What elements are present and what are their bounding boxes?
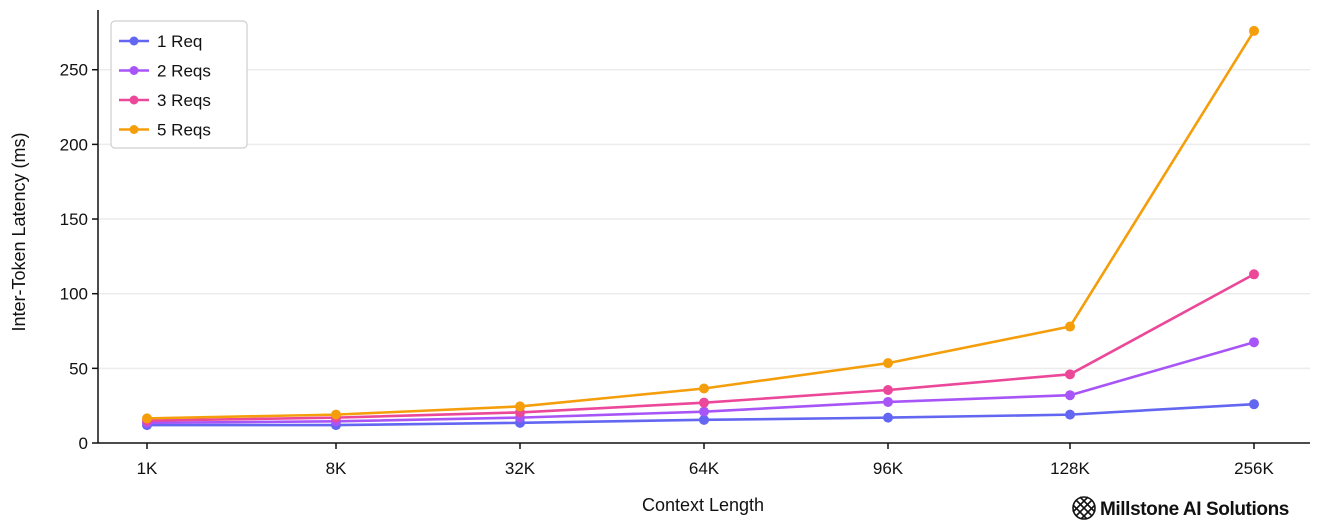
- data-point: [1065, 390, 1075, 401]
- legend-item: 2 Reqs: [119, 62, 211, 81]
- series-lines: [142, 25, 1259, 431]
- x-tick-labels: 1K 8K 32K 64K 96K 128K 256K: [137, 459, 1275, 478]
- y-tick-label: 0: [79, 434, 88, 453]
- legend-box: [110, 20, 248, 149]
- data-point: [331, 409, 341, 420]
- y-tick-label: 150: [60, 210, 88, 229]
- data-point: [1249, 269, 1259, 280]
- legend-label: 3 Reqs: [157, 91, 211, 110]
- legend-label: 1 Req: [157, 32, 202, 51]
- legend-swatch-marker: [129, 66, 139, 75]
- axes: [92, 10, 1310, 449]
- legend-item: 3 Reqs: [119, 91, 211, 110]
- data-point: [699, 414, 709, 425]
- data-point: [1249, 399, 1259, 410]
- legend-swatch-marker: [129, 95, 139, 105]
- x-tick-label: 128K: [1050, 459, 1090, 478]
- grid-lines: [98, 68, 1310, 370]
- data-point: [883, 384, 893, 395]
- data-point: [883, 396, 893, 407]
- brand-name: Millstone AI Solutions: [1100, 499, 1289, 520]
- y-tick-labels: 0 50 100 150 200 250: [60, 61, 88, 453]
- legend-item: 5 Reqs: [119, 121, 211, 140]
- y-tick-label: 50: [69, 359, 88, 378]
- x-tick-label: 8K: [326, 459, 347, 478]
- legend-swatch-marker: [129, 125, 139, 134]
- series-5-reqs: [142, 25, 1259, 424]
- sphere-logo-icon: [1072, 496, 1096, 520]
- series-line: [146, 30, 1256, 420]
- data-point: [1065, 369, 1075, 380]
- data-point: [1249, 337, 1259, 348]
- x-axis-title: Context Length: [642, 495, 764, 515]
- data-point: [883, 358, 893, 369]
- legend-label: 2 Reqs: [157, 62, 211, 81]
- data-point: [142, 413, 152, 424]
- x-tick-label: 96K: [873, 459, 904, 478]
- data-point: [699, 397, 709, 408]
- data-point: [1249, 25, 1259, 36]
- data-point: [515, 401, 525, 412]
- data-point: [883, 412, 893, 423]
- x-tick-label: 64K: [689, 459, 720, 478]
- data-point: [699, 383, 709, 394]
- x-tick-label: 1K: [137, 459, 158, 478]
- data-point: [1065, 321, 1075, 332]
- data-point: [699, 406, 709, 417]
- y-tick-label: 200: [60, 135, 88, 154]
- y-tick-label: 250: [60, 61, 88, 80]
- x-tick-label: 256K: [1234, 459, 1274, 478]
- legend-item: 1 Req: [119, 32, 202, 51]
- legend: 1 Req 2 Reqs 3 Reqs 5 Reqs: [110, 20, 248, 149]
- brand-logo: Millstone AI Solutions: [1072, 496, 1289, 520]
- y-axis-title: Inter-Token Latency (ms): [9, 132, 29, 331]
- x-tick-label: 32K: [505, 459, 536, 478]
- y-tick-label: 100: [60, 285, 88, 304]
- legend-label: 5 Reqs: [157, 121, 211, 140]
- data-point: [1065, 409, 1075, 420]
- legend-swatch-marker: [129, 36, 139, 46]
